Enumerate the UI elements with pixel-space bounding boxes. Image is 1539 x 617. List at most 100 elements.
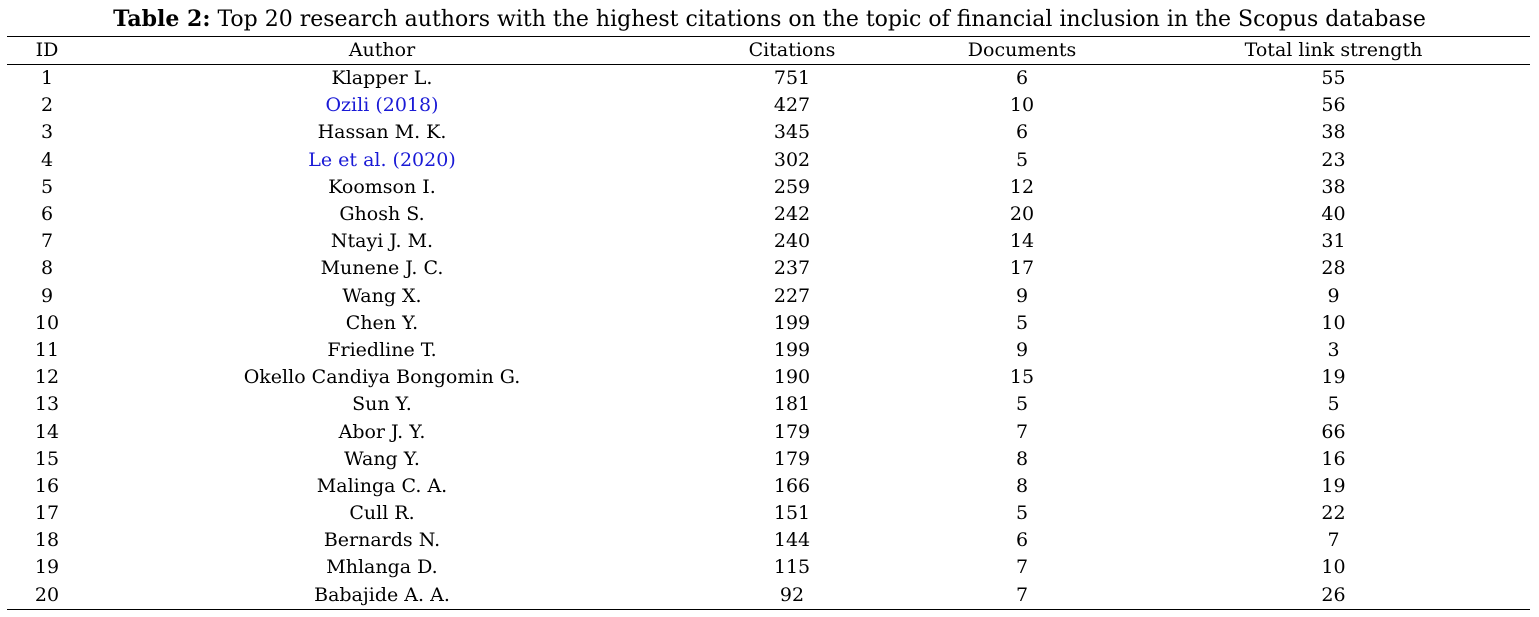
cell-documents: 8: [1015, 474, 1029, 497]
cell-author-citation-link[interactable]: Ozili (2018): [325, 94, 439, 117]
cell-id: 9: [40, 284, 54, 307]
cell-author: Klapper L.: [331, 67, 433, 90]
cell-citations: 151: [773, 502, 811, 525]
cell-author: Friedline T.: [327, 338, 437, 361]
cell-author: Sun Y.: [352, 393, 412, 416]
cell-documents: 5: [1015, 148, 1029, 171]
cell-citations: 179: [773, 420, 811, 443]
cell-documents: 20: [1009, 203, 1035, 226]
cell-author: Wang Y.: [344, 447, 420, 470]
cell-id: 5: [40, 175, 54, 198]
table-row: 12 Okello Candiya Bongomin G. 190 15 19: [7, 364, 1530, 391]
header-documents: Documents: [967, 39, 1077, 61]
table-row: 7 Ntayi J. M. 240 14 31: [7, 228, 1530, 255]
cell-total-link-strength: 66: [1321, 420, 1346, 443]
table-row: 18 Bernards N. 144 6 7: [7, 527, 1530, 554]
cell-id: 6: [40, 203, 54, 226]
cell-total-link-strength: 16: [1321, 447, 1346, 470]
cell-author: Mhlanga D.: [326, 556, 438, 579]
cell-documents: 5: [1015, 393, 1029, 416]
table-row: 13 Sun Y. 181 5 5: [7, 391, 1530, 418]
cell-total-link-strength: 9: [1327, 284, 1340, 307]
cell-citations: 199: [773, 338, 811, 361]
table-row: 9 Wang X. 227 9 9: [7, 283, 1530, 310]
cell-documents: 9: [1015, 338, 1029, 361]
table-body: 1 Klapper L. 751 6 55 2 Ozili (2018) 427 10 56 3 Ha…: [7, 65, 1530, 610]
table-row: 16 Malinga C. A. 166 8 19: [7, 473, 1530, 500]
header-author: Author: [348, 39, 416, 61]
cell-id: 19: [34, 556, 60, 579]
cell-total-link-strength: 56: [1321, 94, 1346, 117]
cell-id: 4: [40, 148, 54, 171]
cell-total-link-strength: 10: [1321, 311, 1346, 334]
cell-total-link-strength: 28: [1321, 257, 1346, 280]
cell-id: 13: [34, 393, 60, 416]
cell-total-link-strength: 19: [1321, 366, 1346, 389]
authors-table: ID Author Citations Documents Total link…: [7, 36, 1530, 610]
table-row: 2 Ozili (2018) 427 10 56: [7, 92, 1530, 119]
cell-citations: 92: [779, 583, 805, 606]
cell-author: Munene J. C.: [320, 257, 444, 280]
cell-documents: 7: [1015, 556, 1029, 579]
table-row: 5 Koomson I. 259 12 38: [7, 174, 1530, 201]
cell-id: 10: [34, 311, 60, 334]
cell-id: 14: [34, 420, 60, 443]
cell-id: 15: [34, 447, 60, 470]
cell-total-link-strength: 5: [1327, 393, 1340, 416]
cell-author: Koomson I.: [328, 175, 436, 198]
table-caption: Table 2: Top 20 research authors with th…: [0, 4, 1539, 35]
cell-author: Cull R.: [349, 502, 415, 525]
table-row: 15 Wang Y. 179 8 16: [7, 446, 1530, 473]
cell-total-link-strength: 23: [1321, 148, 1346, 171]
cell-citations: 345: [773, 121, 811, 144]
cell-documents: 5: [1015, 311, 1029, 334]
cell-citations: 227: [773, 284, 811, 307]
cell-total-link-strength: 3: [1327, 338, 1340, 361]
cell-citations: 242: [773, 203, 811, 226]
cell-author: Malinga C. A.: [316, 474, 448, 497]
cell-total-link-strength: 55: [1321, 67, 1346, 90]
cell-documents: 6: [1015, 67, 1029, 90]
cell-total-link-strength: 38: [1321, 175, 1346, 198]
cell-author: Wang X.: [342, 284, 422, 307]
cell-id: 20: [34, 583, 60, 606]
cell-documents: 6: [1015, 121, 1029, 144]
cell-author: Hassan M. K.: [317, 121, 447, 144]
table-row: 6 Ghosh S. 242 20 40: [7, 201, 1530, 228]
cell-author: Bernards N.: [323, 529, 441, 552]
cell-id: 18: [34, 529, 60, 552]
cell-author: Chen Y.: [345, 311, 419, 334]
cell-total-link-strength: 10: [1321, 556, 1346, 579]
cell-id: 16: [34, 474, 60, 497]
cell-author-citation-link[interactable]: Le et al. (2020): [308, 148, 456, 171]
cell-id: 1: [40, 67, 54, 90]
cell-id: 7: [40, 230, 54, 253]
table-row: 3 Hassan M. K. 345 6 38: [7, 119, 1530, 146]
cell-total-link-strength: 22: [1321, 502, 1346, 525]
cell-citations: 259: [773, 175, 811, 198]
cell-total-link-strength: 26: [1321, 583, 1346, 606]
cell-documents: 7: [1015, 583, 1029, 606]
header-row: ID Author Citations Documents Total link…: [7, 36, 1530, 65]
cell-documents: 6: [1015, 529, 1029, 552]
cell-citations: 751: [773, 67, 811, 90]
cell-total-link-strength: 40: [1321, 203, 1346, 226]
table-row: 19 Mhlanga D. 115 7 10: [7, 554, 1530, 581]
cell-citations: 199: [773, 311, 811, 334]
cell-total-link-strength: 31: [1321, 230, 1346, 253]
cell-documents: 12: [1009, 175, 1035, 198]
cell-total-link-strength: 38: [1321, 121, 1346, 144]
cell-id: 11: [34, 338, 60, 361]
cell-documents: 15: [1009, 366, 1035, 389]
cell-citations: 237: [773, 257, 811, 280]
table-container: ID Author Citations Documents Total link…: [7, 36, 1530, 610]
cell-citations: 166: [773, 474, 811, 497]
table-row: 20 Babajide A. A. 92 7 26: [7, 582, 1530, 610]
cell-documents: 5: [1015, 502, 1029, 525]
cell-citations: 144: [773, 529, 811, 552]
cell-documents: 8: [1015, 447, 1029, 470]
cell-id: 12: [34, 366, 60, 389]
cell-documents: 7: [1015, 420, 1029, 443]
cell-citations: 302: [773, 148, 811, 171]
cell-id: 3: [40, 121, 54, 144]
